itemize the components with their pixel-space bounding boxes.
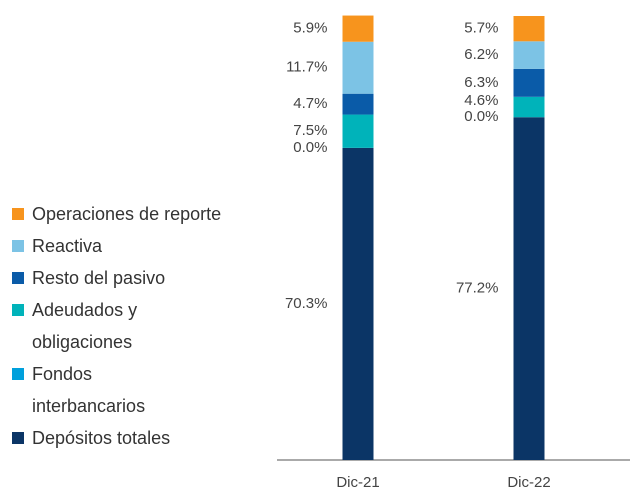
bar-segment	[342, 15, 374, 42]
legend-swatch	[12, 304, 24, 316]
data-label: 70.3%	[285, 295, 328, 312]
bar-segment	[513, 96, 545, 118]
legend-swatch	[12, 208, 24, 220]
x-tick-label: Dic-21	[336, 474, 379, 491]
bar-segment	[513, 68, 545, 97]
legend-item: Depósitos totales	[12, 422, 272, 454]
x-tick-label: Dic-22	[507, 474, 550, 491]
data-label: 11.7%	[286, 59, 327, 76]
bar-segment	[342, 41, 374, 94]
bar-segment	[342, 93, 374, 115]
bar-segment	[513, 41, 545, 69]
data-label: 6.3%	[464, 74, 498, 91]
data-label: 7.5%	[293, 122, 327, 139]
data-label: 5.9%	[293, 20, 327, 37]
legend-label: Depósitos totales	[32, 428, 171, 448]
data-label: 77.2%	[456, 280, 499, 297]
legend-swatch	[12, 272, 24, 284]
bar-segment	[513, 117, 545, 461]
legend-swatch	[12, 368, 24, 380]
legend-label: Fondos interbancarios	[32, 364, 146, 416]
data-label: 4.7%	[293, 95, 327, 112]
bar-segment	[513, 16, 545, 42]
data-label: 0.0%	[464, 108, 498, 125]
legend-label: Operaciones de reporte	[32, 204, 222, 224]
legend-item: Fondos interbancarios	[12, 358, 182, 422]
legend-label: Adeudados y obligaciones	[32, 300, 138, 352]
legend-swatch	[12, 240, 24, 252]
legend-swatch	[12, 432, 24, 444]
legend-label: Resto del pasivo	[32, 268, 166, 288]
legend: Operaciones de reporte Reactiva Resto del …	[12, 198, 272, 454]
legend-label: Reactiva	[32, 236, 103, 256]
legend-item: Operaciones de reporte	[12, 198, 272, 230]
legend-item: Reactiva	[12, 230, 272, 262]
data-label: 5.7%	[464, 20, 498, 37]
bar-segment	[342, 147, 374, 461]
bar-segment	[342, 114, 374, 148]
data-label: 4.6%	[464, 92, 498, 109]
legend-item: Resto del pasivo	[12, 262, 272, 294]
data-label: 6.2%	[464, 46, 498, 63]
legend-item: Adeudados y obligaciones	[12, 294, 182, 358]
data-label: 0.0%	[293, 139, 327, 156]
